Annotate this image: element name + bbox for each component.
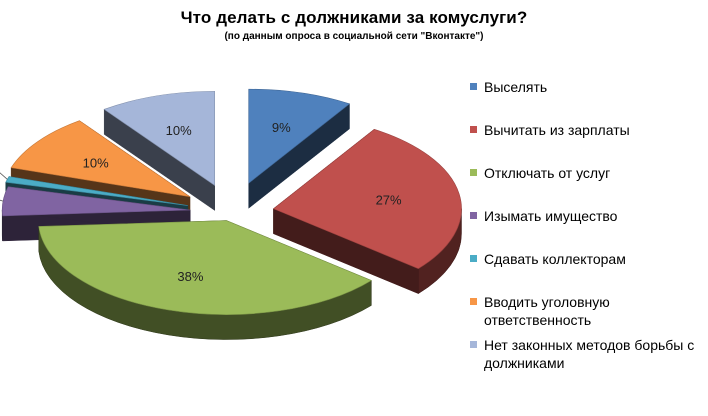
legend-label: Изымать имущество	[484, 208, 618, 224]
data-label: 10%	[166, 123, 192, 138]
slice-top	[5, 176, 188, 206]
legend-item-izymat: Изымать имущество	[470, 207, 706, 225]
data-label: 27%	[376, 193, 402, 208]
leader-line	[0, 172, 8, 180]
legend-label: Нет законных методов борьбы с должниками	[484, 337, 695, 371]
pie-slice	[103, 91, 215, 211]
legend-item-vychitat: Вычитать из зарплаты	[470, 121, 706, 139]
slice-top	[38, 220, 372, 315]
legend-label: Вводить уголовную ответственность	[484, 294, 610, 328]
legend-item-ugolovnaya: Вводить уголовную ответственность	[470, 293, 706, 329]
data-label: 10%	[83, 155, 109, 170]
legend-item-vyselyat: Выселять	[470, 78, 706, 96]
legend-item-otklyuchat: Отключать от услуг	[470, 164, 706, 182]
pie-slice	[248, 88, 351, 209]
chart-title: Что делать с должниками за комуслуги?	[180, 8, 528, 27]
legend-swatch	[470, 169, 477, 176]
pie-slice	[272, 128, 462, 295]
legend-swatch	[470, 255, 477, 262]
legend-swatch	[470, 212, 477, 219]
leader-line	[0, 199, 4, 202]
legend-label: Отключать от услуг	[484, 165, 611, 181]
slice-top	[10, 120, 191, 198]
legend-item-kollektoram: Сдавать коллекторам	[470, 250, 706, 268]
legend-label: Вычитать из зарплаты	[484, 122, 630, 138]
data-label: 38%	[177, 269, 203, 284]
legend: Выселять Вычитать из зарплаты Отключать …	[470, 78, 706, 379]
slice-top	[248, 88, 351, 184]
legend-swatch	[470, 298, 477, 305]
legend-label: Выселять	[484, 79, 548, 95]
pie-slice	[38, 220, 372, 340]
legend-swatch	[470, 341, 477, 348]
legend-swatch	[470, 126, 477, 133]
slice-top	[103, 91, 215, 186]
legend-item-net-metodov: Нет законных методов борьбы с должниками	[470, 336, 706, 372]
slice-top	[1, 186, 191, 217]
chart-subtitle: (по данным опроса в социальной сети "Вко…	[224, 31, 484, 42]
slice-top	[272, 129, 462, 269]
legend-label: Сдавать коллекторам	[484, 251, 626, 267]
data-label: 9%	[272, 120, 291, 135]
legend-swatch	[470, 83, 477, 90]
